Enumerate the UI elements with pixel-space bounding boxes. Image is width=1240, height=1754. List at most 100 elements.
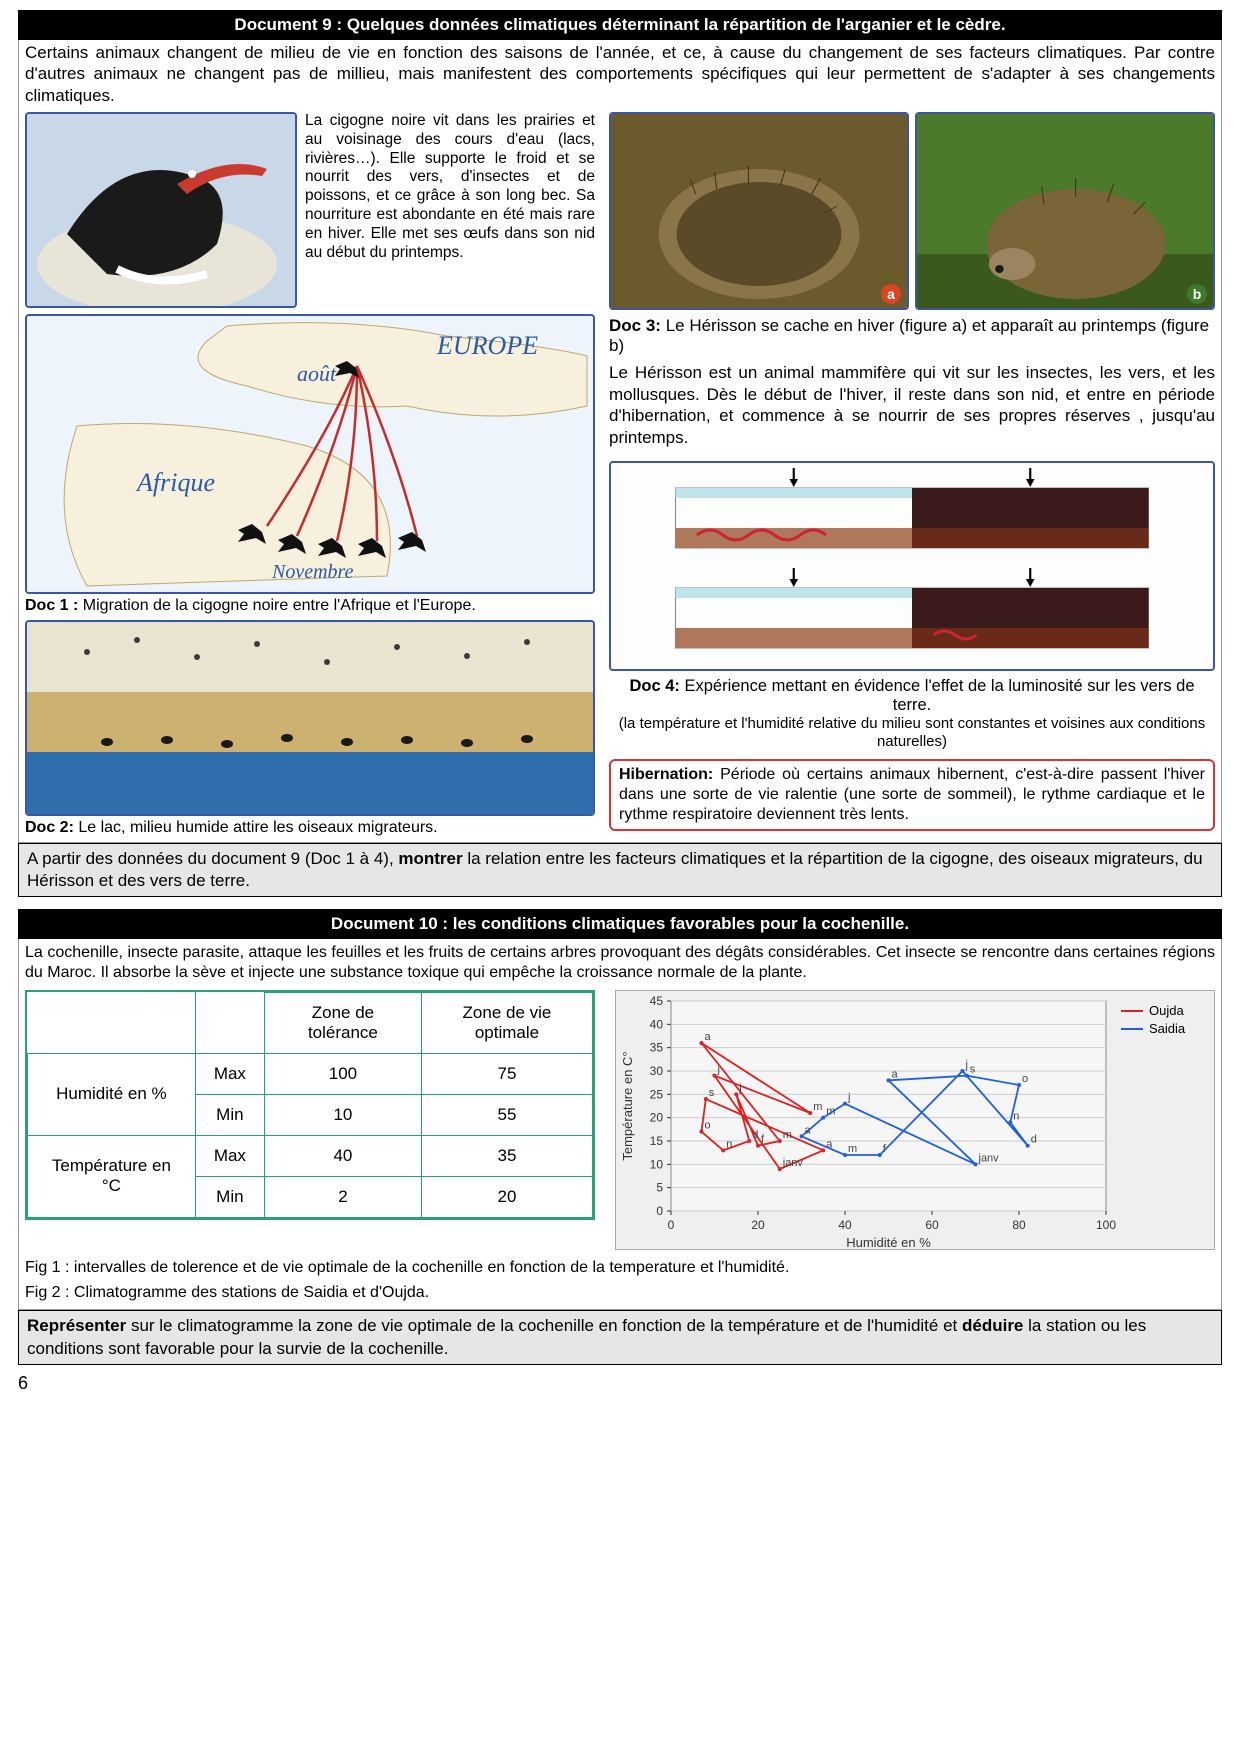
- cell: 40: [264, 1135, 421, 1176]
- cell: 75: [421, 1053, 592, 1094]
- svg-text:20: 20: [650, 1111, 664, 1125]
- svg-text:100: 100: [1096, 1218, 1116, 1232]
- svg-text:a: a: [892, 1068, 899, 1080]
- svg-text:a: a: [805, 1124, 812, 1136]
- doc3-text: Le Hérisson se cache en hiver (figure a)…: [609, 316, 1209, 355]
- doc2-caption: Doc 2: Le lac, milieu humide attire les …: [25, 818, 595, 838]
- svg-text:5: 5: [656, 1181, 663, 1195]
- migration-map: EUROPE août Afrique Novembre: [25, 314, 595, 594]
- cell: 20: [421, 1176, 592, 1217]
- cell-max: Max: [195, 1053, 264, 1094]
- doc10-task-mid: sur le climatogramme la zone de vie opti…: [126, 1316, 962, 1335]
- doc4-sub: (la température et l'humidité relative d…: [609, 715, 1215, 751]
- svg-text:o: o: [1022, 1073, 1028, 1085]
- doc1-text: Migration de la cigogne noire entre l'Af…: [78, 597, 475, 614]
- cell: 100: [264, 1053, 421, 1094]
- fig1-caption: Fig 1 : intervalles de tolerence et de v…: [25, 1258, 1215, 1279]
- param-humidite: Humidité en %: [28, 1053, 196, 1135]
- svg-text:j: j: [717, 1064, 720, 1076]
- doc3-caption: Doc 3: Le Hérisson se cache en hiver (fi…: [609, 316, 1215, 356]
- climatogram-chart: 051015202530354045020406080100Humidité e…: [615, 990, 1215, 1254]
- svg-text:Humidité en %: Humidité en %: [846, 1235, 931, 1250]
- svg-text:10: 10: [650, 1157, 664, 1171]
- hibernation-definition: Hibernation: Période où certains animaux…: [609, 759, 1215, 831]
- col-tolerance: Zone de tolérance: [264, 992, 421, 1053]
- doc9-right-col: a b: [609, 112, 1215, 838]
- badge-b: b: [1187, 284, 1207, 304]
- doc3-body: Le Hérisson est un animal mammifère qui …: [609, 362, 1215, 449]
- table-header-row: Zone de tolérance Zone de vie optimale: [28, 992, 593, 1053]
- doc10-intro: La cochenille, insecte parasite, attaque…: [25, 943, 1215, 984]
- doc10-task-b2: déduire: [962, 1316, 1023, 1335]
- svg-text:j: j: [738, 1082, 741, 1094]
- svg-text:15: 15: [650, 1134, 664, 1148]
- svg-text:Oujda: Oujda: [1149, 1003, 1184, 1018]
- svg-text:s: s: [709, 1087, 715, 1099]
- svg-text:30: 30: [650, 1064, 664, 1078]
- doc9-task-bold: montrer: [398, 849, 462, 868]
- svg-text:40: 40: [650, 1017, 664, 1031]
- cell: 2: [264, 1176, 421, 1217]
- doc10-task-b1: Représenter: [27, 1316, 126, 1335]
- hibernation-label: Hibernation:: [619, 766, 713, 783]
- doc1-caption: Doc 1 : Migration de la cigogne noire en…: [25, 596, 595, 616]
- svg-text:35: 35: [650, 1041, 664, 1055]
- cell-max: Max: [195, 1135, 264, 1176]
- hedgehog-photo-a: a: [609, 112, 909, 310]
- svg-text:Saidia: Saidia: [1149, 1021, 1186, 1036]
- doc9-task: A partir des données du document 9 (Doc …: [18, 843, 1222, 897]
- doc1-label: Doc 1 :: [25, 597, 78, 614]
- svg-text:j: j: [847, 1092, 850, 1104]
- svg-text:d: d: [1031, 1134, 1037, 1146]
- hedgehog-photo-b: b: [915, 112, 1215, 310]
- doc10-title-banner: Document 10 : les conditions climatiques…: [18, 909, 1222, 939]
- doc9-task-pre: A partir des données du document 9 (Doc …: [27, 849, 398, 868]
- svg-text:80: 80: [1012, 1218, 1026, 1232]
- doc10-columns: Zone de tolérance Zone de vie optimale H…: [25, 990, 1215, 1254]
- cell-min: Min: [195, 1176, 264, 1217]
- param-temperature: Température en °C: [28, 1135, 196, 1217]
- tolerance-table: Zone de tolérance Zone de vie optimale H…: [25, 990, 595, 1220]
- table-row: Température en °C Max 40 35: [28, 1135, 593, 1176]
- doc9-title-banner: Document 9 : Quelques données climatique…: [18, 10, 1222, 40]
- svg-text:o: o: [704, 1120, 710, 1132]
- stork-row: La cigogne noire vit dans les prairies e…: [25, 112, 595, 308]
- doc4-caption: Doc 4: Expérience mettant en évidence l'…: [609, 677, 1215, 715]
- svg-text:n: n: [726, 1138, 732, 1150]
- svg-text:m: m: [848, 1143, 857, 1155]
- svg-text:0: 0: [656, 1204, 663, 1218]
- doc3-label: Doc 3:: [609, 316, 661, 335]
- map-label-europe: EUROPE: [436, 331, 538, 360]
- doc2-label: Doc 2:: [25, 819, 74, 836]
- svg-text:40: 40: [838, 1218, 852, 1232]
- svg-text:d: d: [752, 1129, 758, 1141]
- svg-text:m: m: [783, 1129, 792, 1141]
- svg-text:janv: janv: [782, 1157, 804, 1169]
- cell: 10: [264, 1094, 421, 1135]
- cell: 55: [421, 1094, 592, 1135]
- svg-text:Température en C°: Température en C°: [620, 1051, 635, 1160]
- cell: 35: [421, 1135, 592, 1176]
- map-label-novembre: Novembre: [271, 561, 354, 583]
- badge-a: a: [881, 284, 901, 304]
- hedgehog-row: a b: [609, 112, 1215, 310]
- doc9-left-col: La cigogne noire vit dans les prairies e…: [25, 112, 595, 838]
- stork-photo: [25, 112, 297, 308]
- experiment-figure: [609, 461, 1215, 671]
- svg-text:45: 45: [650, 994, 664, 1008]
- col-optimal: Zone de vie optimale: [421, 992, 592, 1053]
- svg-text:m: m: [813, 1101, 822, 1113]
- map-label-aout: août: [297, 361, 337, 386]
- doc10-container: La cochenille, insecte parasite, attaque…: [18, 939, 1222, 1311]
- page-number: 6: [18, 1373, 1222, 1394]
- svg-text:20: 20: [751, 1218, 765, 1232]
- doc9-intro: Certains animaux changent de milieu de v…: [25, 42, 1215, 106]
- lake-photo: [25, 620, 595, 816]
- fig2-caption: Fig 2 : Climatogramme des stations de Sa…: [25, 1283, 1215, 1304]
- svg-text:j: j: [964, 1059, 967, 1071]
- doc9-container: Certains animaux changent de milieu de v…: [18, 40, 1222, 843]
- doc2-text: Le lac, milieu humide attire les oiseaux…: [74, 819, 438, 836]
- doc4-label: Doc 4:: [629, 677, 679, 695]
- svg-text:a: a: [704, 1031, 711, 1043]
- map-label-afrique: Afrique: [135, 468, 215, 497]
